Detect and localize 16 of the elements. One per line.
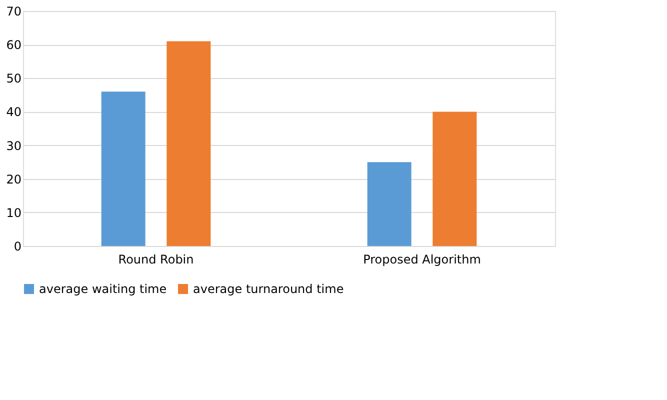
y-tick-label: 20 (6, 172, 22, 186)
bar (432, 112, 477, 246)
x-tick-label: Round Robin (118, 252, 194, 266)
y-tick-label: 30 (6, 138, 22, 153)
x-tick-label: Proposed Algorithm (363, 252, 481, 266)
bar (101, 92, 146, 246)
y-tick-label: 40 (6, 105, 22, 120)
y-tick-label: 0 (14, 240, 22, 254)
y-tick-label: 60 (6, 38, 22, 52)
y-tick-label: 50 (6, 72, 22, 86)
y-tick-label: 70 (6, 4, 22, 18)
bar (367, 162, 412, 246)
y-tick-label: 10 (6, 206, 22, 220)
legend-label: average waiting time (39, 282, 167, 296)
legend-label: average turnaround time (193, 282, 344, 296)
bar (166, 41, 211, 246)
